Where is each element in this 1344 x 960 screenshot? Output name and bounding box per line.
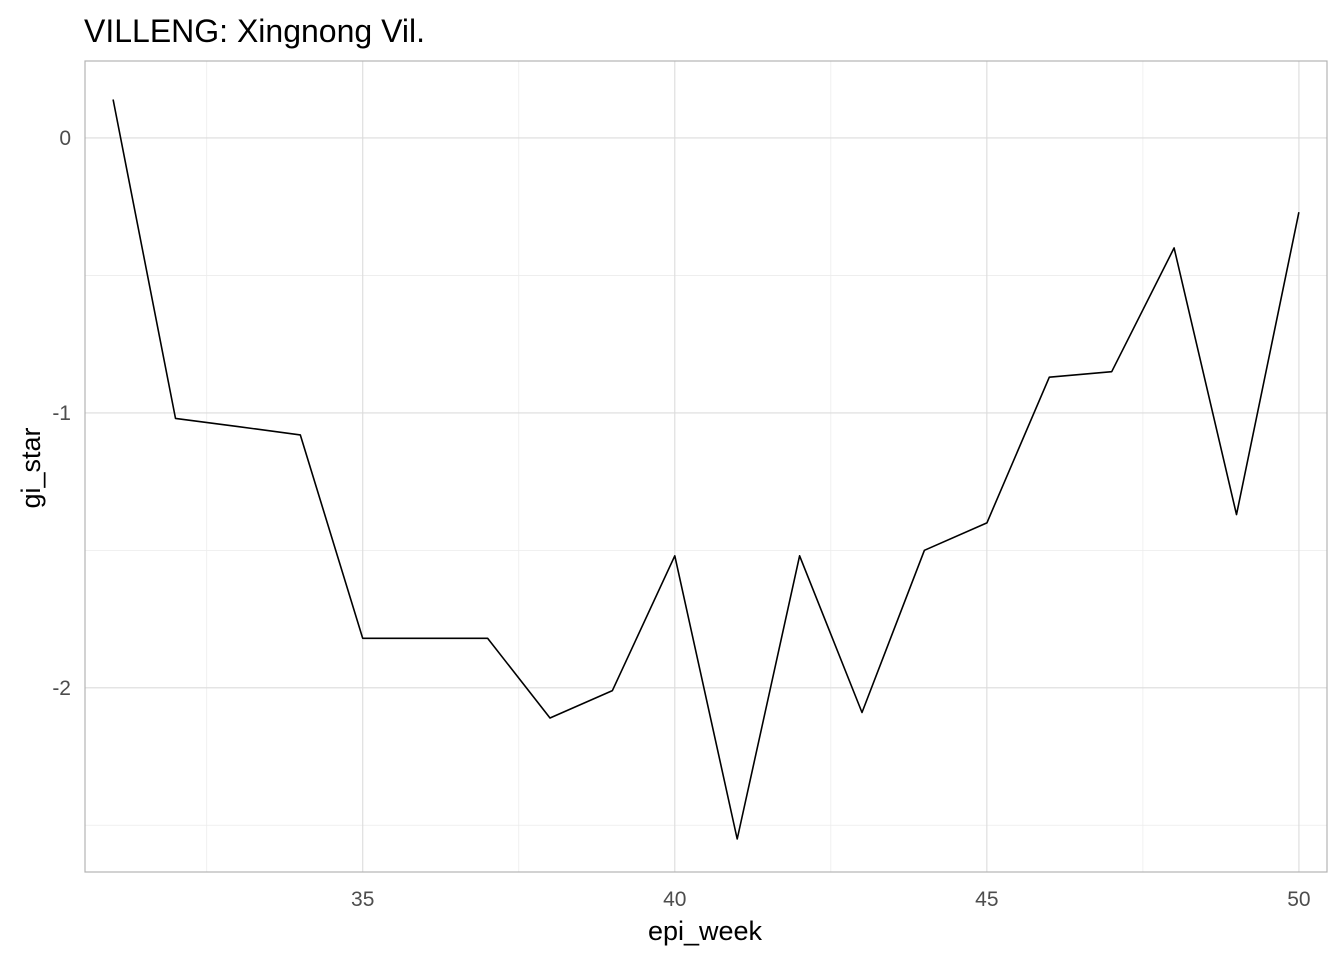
grid [85, 61, 1327, 872]
panel-border [84, 60, 1328, 873]
chart-title: VILLENG: Xingnong Vil. [84, 13, 425, 49]
y-axis-ticks: 0 -1 -2 [52, 127, 71, 700]
y-axis-title: gi_star [16, 427, 46, 508]
x-tick-label: 50 [1287, 888, 1310, 911]
series-line [112, 99, 1300, 840]
series-layer [112, 99, 1300, 840]
x-axis-ticks: 35 40 45 50 [351, 888, 1311, 911]
y-tick-label: -2 [52, 677, 71, 700]
x-tick-label: 40 [663, 888, 686, 911]
x-tick-label: 45 [975, 888, 998, 911]
y-tick-label: 0 [59, 127, 71, 150]
x-axis-title: epi_week [648, 916, 763, 946]
y-tick-label: -1 [52, 402, 71, 425]
x-tick-label: 35 [351, 888, 374, 911]
